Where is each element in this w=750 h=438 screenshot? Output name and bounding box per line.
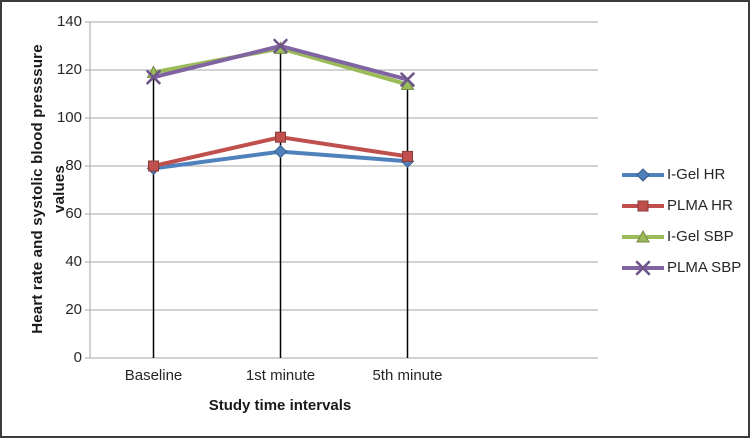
legend-item-plma-hr: PLMA HR	[622, 190, 748, 221]
x-marker-icon	[146, 69, 161, 85]
x-category-label-0: Baseline	[124, 367, 183, 384]
y-tick-label-120: 120	[56, 61, 82, 78]
legend-label-plma-hr: PLMA HR	[667, 197, 733, 214]
legend: I-Gel HR PLMA HR I-Gel SBP PLMA SBP	[622, 159, 748, 283]
x-marker-icon	[273, 38, 288, 54]
y-tick-label-140: 140	[56, 13, 82, 30]
square-marker-icon	[637, 200, 649, 211]
x-axis-title: Study time intervals	[208, 397, 352, 414]
legend-item-igel-sbp: I-Gel SBP	[622, 221, 748, 252]
legend-label-plma-sbp: PLMA SBP	[667, 259, 742, 276]
igel-hr-diamond-swatch-icon	[622, 167, 664, 182]
diamond-marker-icon	[273, 144, 288, 159]
y-tick-label-60: 60	[65, 205, 82, 222]
x-category-label-2: 5th minute	[372, 367, 443, 384]
igel-sbp-triangle-swatch-icon	[622, 229, 664, 242]
legend-item-igel-hr: I-Gel HR	[622, 159, 748, 190]
y-tick-label-0: 0	[73, 349, 82, 366]
y-tick-label-40: 40	[65, 253, 82, 270]
plma-hr-square-swatch-icon	[622, 200, 664, 211]
square-marker-icon	[275, 131, 286, 143]
x-marker-icon	[400, 72, 415, 87]
x-category-label-1: 1st minute	[245, 367, 316, 384]
y-tick-label-100: 100	[56, 109, 82, 126]
square-marker-icon	[402, 150, 413, 162]
y-tick-label-80: 80	[65, 157, 82, 174]
square-marker-icon	[148, 160, 159, 172]
diamond-marker-icon	[636, 167, 650, 182]
y-tick-label-20: 20	[65, 301, 82, 318]
legend-label-igel-hr: I-Gel HR	[667, 166, 726, 183]
triangle-marker-icon	[636, 229, 650, 242]
legend-item-plma-sbp: PLMA SBP	[622, 252, 748, 283]
x-marker-icon	[635, 260, 651, 275]
plma-sbp-x-swatch-icon	[622, 260, 664, 275]
legend-label-igel-sbp: I-Gel SBP	[667, 228, 734, 245]
